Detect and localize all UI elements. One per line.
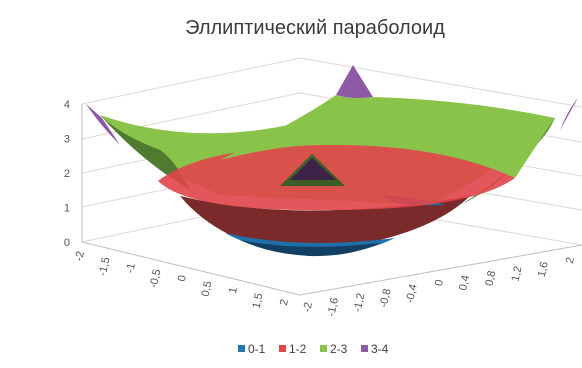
surface-band-2-3-top: [220, 95, 555, 178]
y-axis-line: [299, 244, 582, 296]
y-axis-ticks: -2 -1,6 -1,2 -0,8 -0,4 0 0,4 0,8 1,2 1,6 2: [301, 256, 577, 318]
surface-band-3-4-top: [336, 65, 373, 99]
y-tick-label: -0,8: [378, 288, 394, 309]
z-tick-label: 4: [64, 99, 70, 111]
x-tick-label: 0: [176, 274, 189, 282]
y-tick-label: -1,2: [352, 292, 368, 313]
gridline-right-4: [299, 57, 582, 108]
x-tick-label: -1,5: [97, 256, 113, 277]
legend-swatch: [238, 345, 245, 352]
surface-band-2-3-left: [100, 115, 190, 190]
surface-band-0-1-dark: [240, 240, 380, 257]
x-tick-label: 1: [227, 286, 240, 294]
surface-band-3-4-left: [86, 104, 120, 145]
chart-title: Эллиптический параболоид: [185, 17, 445, 39]
y-tick-label: 0,4: [457, 274, 472, 291]
x-tick-label: 0,5: [200, 280, 215, 297]
surface-band-1-2-lower: [180, 196, 470, 244]
y-tick-label: -1,6: [325, 297, 341, 318]
y-tick-label: -0,4: [404, 283, 420, 304]
legend-label: 3-4: [371, 342, 389, 356]
z-tick-label: 0: [64, 237, 70, 249]
x-tick-label: 1,5: [251, 292, 266, 309]
z-tick-label: 2: [64, 168, 70, 180]
legend-label: 1-2: [289, 342, 307, 356]
x-axis-line: [81, 241, 301, 296]
floor-axes: [81, 104, 582, 296]
x-tick-label: 2: [278, 298, 291, 306]
x-tick-label: -2: [73, 250, 87, 262]
y-tick-label: -2: [301, 301, 315, 313]
surface-band-3-4-right: [560, 98, 578, 130]
surface-band-3-4-center: [290, 158, 336, 180]
legend-label: 2-3: [330, 342, 348, 356]
y-tick-label: 0: [433, 279, 446, 287]
legend-swatch: [320, 345, 327, 352]
legend-swatch: [279, 345, 286, 352]
z-axis-ticks: 0 1 2 3 4: [64, 99, 70, 249]
x-tick-label: -1: [124, 262, 138, 274]
x-axis-ticks: -2 -1,5 -1 -0,5 0 0,5 1 1,5 2: [73, 250, 291, 309]
paraboloid-surface: [86, 65, 578, 257]
y-tick-label: 2: [564, 256, 577, 264]
z-tick-label: 1: [64, 203, 70, 215]
gridline-z-4: [81, 57, 301, 105]
surface-band-1-2: [158, 144, 515, 211]
legend: 0-1 1-2 2-3 3-4: [238, 342, 389, 356]
z-tick-label: 3: [64, 134, 70, 146]
y-tick-label: 1,2: [510, 265, 525, 282]
legend-swatch: [361, 345, 368, 352]
x-tick-label: -0,5: [148, 268, 164, 289]
legend-label: 0-1: [248, 342, 266, 356]
y-tick-label: 1,6: [536, 261, 551, 278]
y-tick-label: 0,8: [483, 270, 498, 287]
